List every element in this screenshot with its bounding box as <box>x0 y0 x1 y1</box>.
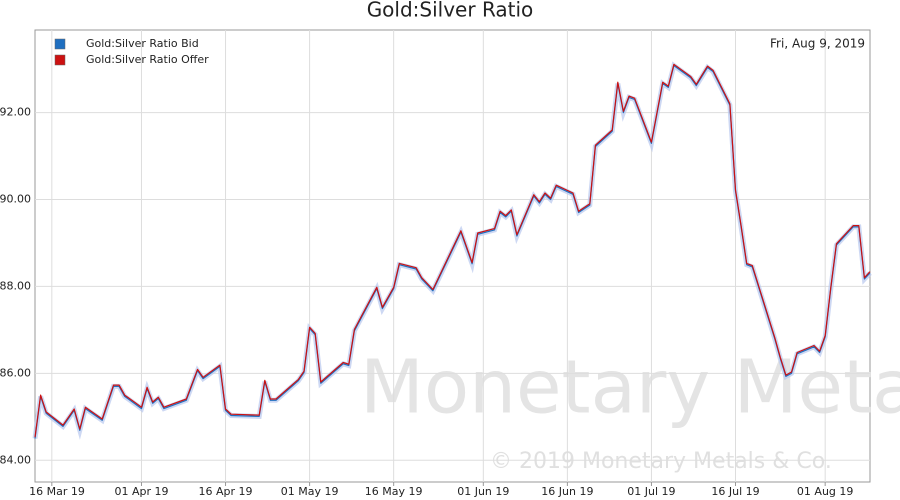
x-tick-label: 01 Aug 19 <box>797 485 853 498</box>
x-tick-label: 16 Jun 19 <box>541 485 593 498</box>
y-tick-label: 90.00 <box>0 193 31 206</box>
y-tick-label: 86.00 <box>0 366 31 379</box>
watermark: Monetary Metals <box>360 345 900 431</box>
legend-swatch <box>54 54 66 66</box>
legend-label: Gold:Silver Ratio Offer <box>86 53 209 66</box>
x-tick-label: 16 Apr 19 <box>199 485 253 498</box>
x-tick-label: 01 May 19 <box>281 485 339 498</box>
y-tick-label: 84.00 <box>0 453 31 466</box>
y-tick-label: 92.00 <box>0 106 31 119</box>
legend-label: Gold:Silver Ratio Bid <box>86 37 199 50</box>
date-annotation: Fri, Aug 9, 2019 <box>770 37 865 51</box>
copyright: © 2019 Monetary Metals & Co. <box>490 449 832 474</box>
y-tick-label: 88.00 <box>0 279 31 292</box>
x-tick-label: 01 Apr 19 <box>114 485 168 498</box>
x-tick-label: 16 May 19 <box>365 485 423 498</box>
x-tick-label: 16 Jul 19 <box>711 485 759 498</box>
line <box>34 63 871 438</box>
x-tick-label: 16 Mar 19 <box>29 485 85 498</box>
x-tick-label: 01 Jun 19 <box>457 485 509 498</box>
x-tick-label: 01 Jul 19 <box>627 485 675 498</box>
chart-title: Gold:Silver Ratio <box>367 0 534 22</box>
legend-swatch <box>54 38 66 50</box>
